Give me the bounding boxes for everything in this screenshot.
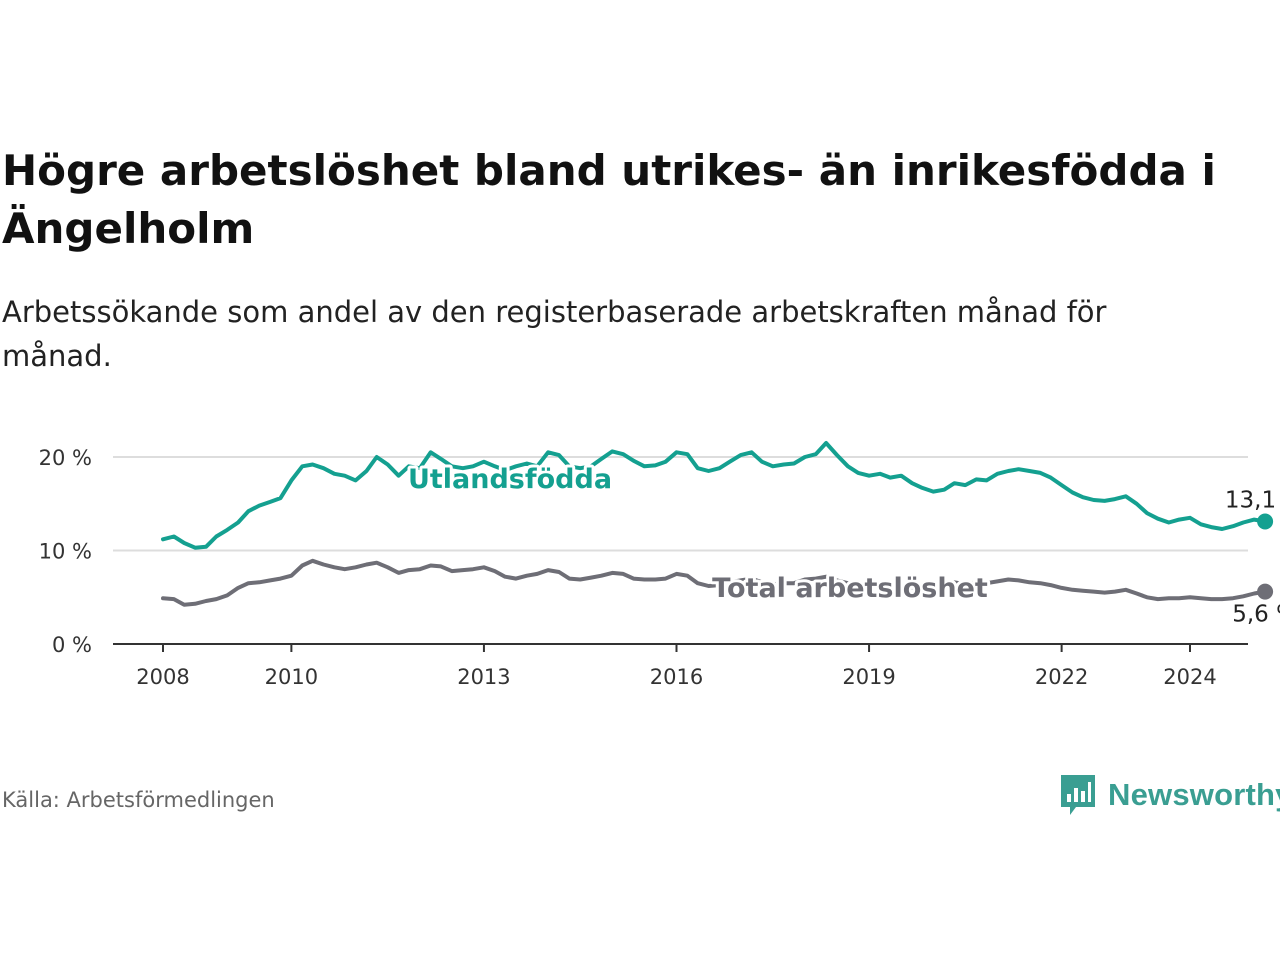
axes: 0 % 10 % 20 % 2008 2010 2013 2016 2019 2022 2024 bbox=[39, 446, 1248, 689]
x-tick-label: 2013 bbox=[457, 665, 510, 689]
chart-subtitle: Arbetssökande som andel av den registerb… bbox=[2, 295, 1107, 373]
chart-title: Högre arbetslöshet bland utrikes- än inr… bbox=[2, 146, 1216, 253]
series-label-utlandsfodda: Utlandsfödda bbox=[408, 464, 612, 495]
bar-chart-speech-bubble-icon bbox=[1061, 775, 1095, 815]
line-chart: 0 %10 %20 %2008 2010 2013 2016 2019 2022 2024 … bbox=[39, 441, 1280, 689]
x-tick-label: 2024 bbox=[1163, 665, 1216, 689]
x-tick-label: 2022 bbox=[1035, 665, 1088, 689]
y-tick-label: 0 % bbox=[52, 633, 92, 657]
end-label-utlandsfodda: 13,1 % bbox=[1225, 488, 1280, 514]
end-point-utlandsfodda bbox=[1257, 513, 1274, 530]
x-tick-label: 2019 bbox=[842, 665, 895, 689]
brand-name: Newsworthy bbox=[1108, 777, 1280, 812]
x-tick-label: 2010 bbox=[265, 665, 318, 689]
source-note: Källa: Arbetsförmedlingen bbox=[2, 788, 275, 812]
y-tick-label: 20 % bbox=[39, 446, 92, 470]
series-line-total bbox=[161, 558, 1268, 607]
x-tick-label: 2016 bbox=[650, 665, 703, 689]
x-tick-label: 2008 bbox=[136, 665, 189, 689]
series-label-total: Total arbetslöshet bbox=[712, 573, 988, 604]
end-point-total bbox=[1257, 583, 1274, 600]
series-lines bbox=[161, 441, 1274, 607]
series-labels: Utlandsfödda Total arbetslöshet 13,1 % 5,6 … bbox=[405, 461, 1280, 628]
brand-logo: Newsworthy bbox=[1058, 772, 1280, 818]
series-line-utlandsfodda bbox=[161, 441, 1268, 550]
grid-lines bbox=[113, 456, 1248, 552]
end-label-total: 5,6 % bbox=[1232, 602, 1280, 628]
y-tick-label: 10 % bbox=[39, 540, 92, 564]
